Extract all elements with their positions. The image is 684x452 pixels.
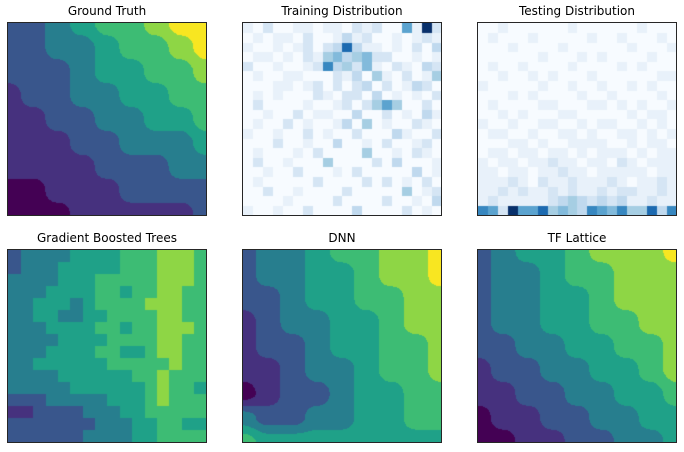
panel-title-training-distribution: Training Distribution: [281, 4, 403, 18]
panel-title-testing-distribution: Testing Distribution: [518, 4, 635, 18]
panel-title-tf-lattice: TF Lattice: [547, 231, 607, 245]
panel-title-dnn: DNN: [328, 231, 356, 245]
training-distribution-heatmap: [243, 23, 441, 215]
gradient-boosted-trees-heatmap: [8, 250, 206, 442]
ground-truth-heatmap: [8, 23, 206, 215]
panel-gradient-boosted-trees: [7, 249, 207, 443]
panel-training-distribution: [242, 22, 442, 216]
panel-dnn: [242, 249, 442, 443]
panel-testing-distribution: [477, 22, 677, 216]
testing-distribution-heatmap: [478, 23, 676, 215]
panel-title-gradient-boosted-trees: Gradient Boosted Trees: [37, 231, 177, 245]
panel-title-ground-truth: Ground Truth: [67, 4, 147, 18]
panel-tf-lattice: [477, 249, 677, 443]
dnn-heatmap: [243, 250, 441, 442]
tf-lattice-heatmap: [478, 250, 676, 442]
panel-ground-truth: [7, 22, 207, 216]
